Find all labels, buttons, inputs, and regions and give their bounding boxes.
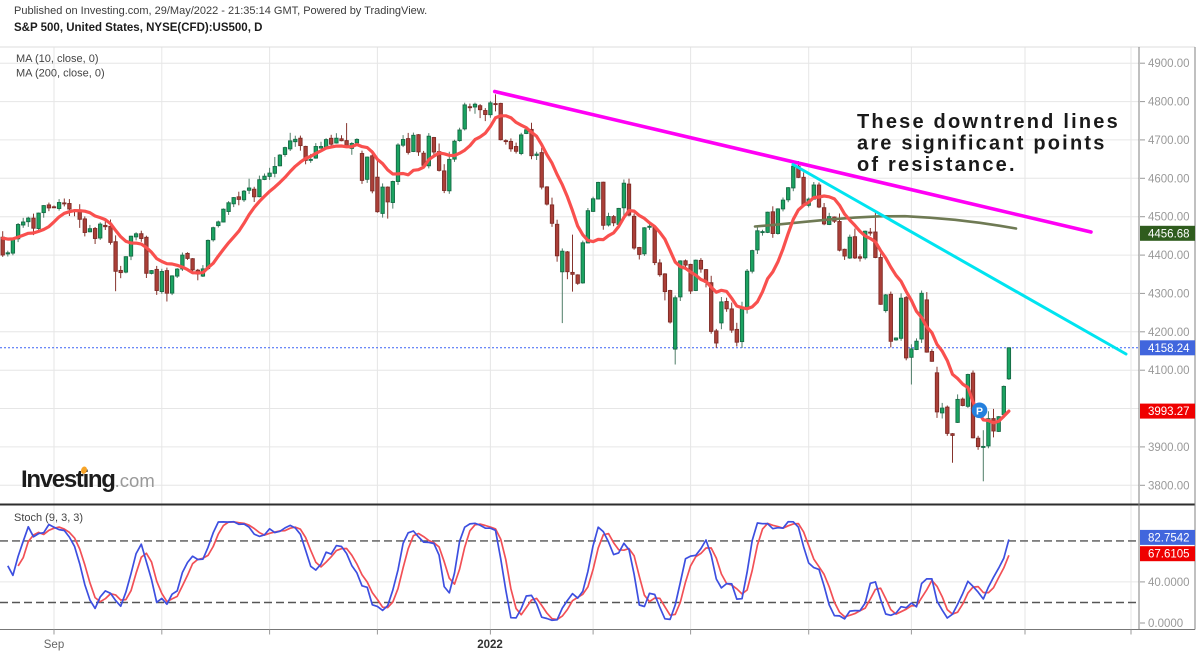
svg-text:4800.00: 4800.00 (1148, 97, 1190, 109)
svg-text:3993.27: 3993.27 (1148, 406, 1190, 418)
svg-text:82.7542: 82.7542 (1148, 532, 1190, 544)
svg-text:S&P 500, United States, NYSE(C: S&P 500, United States, NYSE(CFD):US500,… (14, 22, 262, 34)
svg-text:MA (200, close, 0): MA (200, close, 0) (16, 68, 105, 80)
svg-text:4100.00: 4100.00 (1148, 365, 1190, 377)
svg-text:4700.00: 4700.00 (1148, 135, 1190, 147)
svg-text:of resistance.: of resistance. (857, 154, 1017, 176)
svg-text:4200.00: 4200.00 (1148, 327, 1190, 339)
svg-text:These downtrend lines: These downtrend lines (857, 111, 1120, 133)
svg-text:MA (10, close, 0): MA (10, close, 0) (16, 53, 99, 65)
svg-text:67.6105: 67.6105 (1148, 549, 1190, 561)
svg-text:0.0000: 0.0000 (1148, 618, 1183, 630)
svg-text:Stoch (9, 3, 3): Stoch (9, 3, 3) (14, 512, 83, 524)
svg-text:4300.00: 4300.00 (1148, 288, 1190, 300)
svg-text:40.0000: 40.0000 (1148, 577, 1190, 589)
svg-text:P: P (976, 405, 983, 417)
svg-text:4158.24: 4158.24 (1148, 343, 1190, 355)
svg-text:2022: 2022 (477, 639, 503, 651)
svg-text:3900.00: 3900.00 (1148, 442, 1190, 454)
svg-text:Published on Investing.com, 29: Published on Investing.com, 29/May/2022 … (14, 5, 427, 17)
svg-text:4600.00: 4600.00 (1148, 173, 1190, 185)
svg-text:4900.00: 4900.00 (1148, 58, 1190, 70)
svg-text:4400.00: 4400.00 (1148, 250, 1190, 262)
svg-text:Sep: Sep (44, 639, 64, 651)
svg-text:Investing.com: Investing.com (21, 466, 155, 493)
svg-text:3800.00: 3800.00 (1148, 480, 1190, 492)
svg-text:are significant points: are significant points (857, 133, 1107, 155)
svg-text:4456.68: 4456.68 (1148, 228, 1190, 240)
svg-text:4500.00: 4500.00 (1148, 212, 1190, 224)
